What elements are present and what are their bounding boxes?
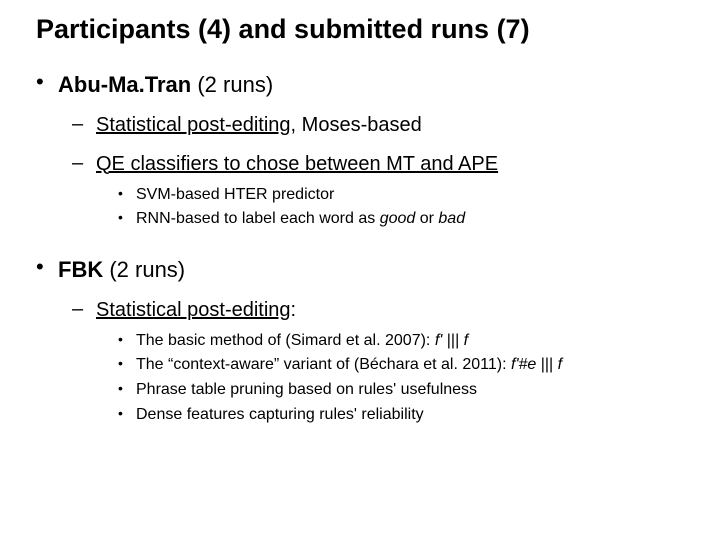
slide-title: Participants (4) and submitted runs (7) (36, 14, 690, 45)
detail-text: The basic method of (Simard et al. 2007)… (136, 332, 468, 349)
sub-text: QE classifiers to chose between MT and A… (96, 153, 498, 175)
section-name: FBK (58, 257, 103, 282)
section-heading: Abu-Ma.Tran (2 runs) (58, 72, 273, 97)
sub-item: Statistical post-editing: The basic meth… (58, 298, 690, 426)
bullet-list-level1: Abu-Ma.Tran (2 runs) Statistical post-ed… (30, 71, 690, 426)
section-abu-matran: Abu-Ma.Tran (2 runs) Statistical post-ed… (30, 71, 690, 230)
sub-text: Statistical post-editing: (96, 299, 296, 321)
slide-root: Participants (4) and submitted runs (7) … (0, 0, 720, 450)
section-heading: FBK (2 runs) (58, 257, 185, 282)
detail-list: SVM-based HTER predictor RNN-based to la… (96, 185, 690, 231)
detail-item: The “context-aware” variant of (Béchara … (96, 355, 690, 376)
section-name: Abu-Ma.Tran (58, 72, 191, 97)
detail-list: The basic method of (Simard et al. 2007)… (96, 331, 690, 426)
detail-item: Dense features capturing rules' reliabil… (96, 405, 690, 426)
detail-text: Dense features capturing rules' reliabil… (136, 406, 424, 423)
detail-text: The “context-aware” variant of (Béchara … (136, 356, 562, 373)
sub-item: Statistical post-editing, Moses-based (58, 113, 690, 138)
sub-rest: : (291, 299, 297, 321)
sub-rest: , Moses-based (291, 114, 422, 136)
section-suffix: (2 runs) (191, 72, 273, 97)
detail-text: RNN-based to label each word as good or … (136, 210, 465, 227)
detail-item: The basic method of (Simard et al. 2007)… (96, 331, 690, 352)
sub-item: QE classifiers to chose between MT and A… (58, 152, 690, 231)
detail-item: SVM-based HTER predictor (96, 185, 690, 206)
detail-text: SVM-based HTER predictor (136, 186, 334, 203)
sub-underline: Statistical post-editing (96, 299, 291, 321)
sub-underline: QE classifiers to chose between MT and A… (96, 153, 498, 175)
detail-item: RNN-based to label each word as good or … (96, 209, 690, 230)
sub-list: Statistical post-editing, Moses-based QE… (58, 113, 690, 231)
section-suffix: (2 runs) (103, 257, 185, 282)
detail-item: Phrase table pruning based on rules' use… (96, 380, 690, 401)
sub-text: Statistical post-editing, Moses-based (96, 114, 422, 136)
detail-text: Phrase table pruning based on rules' use… (136, 381, 477, 398)
sub-underline: Statistical post-editing (96, 114, 291, 136)
sub-list: Statistical post-editing: The basic meth… (58, 298, 690, 426)
section-fbk: FBK (2 runs) Statistical post-editing: T… (30, 256, 690, 426)
